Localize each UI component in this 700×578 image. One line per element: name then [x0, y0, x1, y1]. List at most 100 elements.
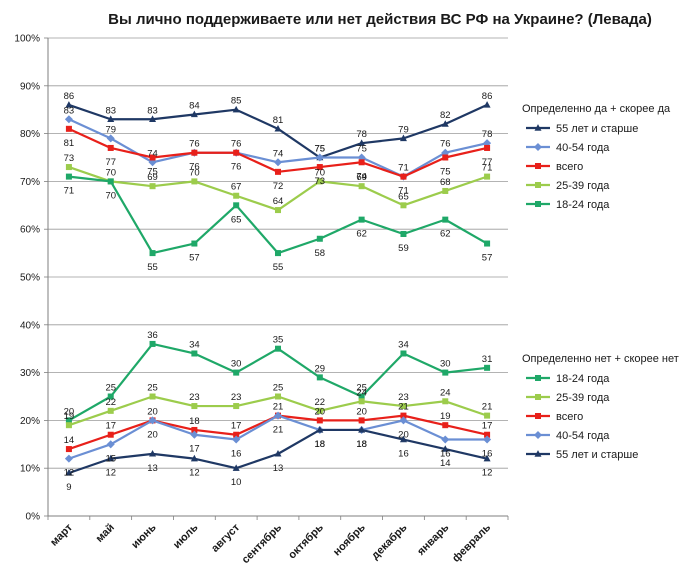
data-label: 82 — [440, 110, 451, 121]
data-point-yes-40-54-года — [315, 153, 324, 162]
legend-item-no-40-54-года: 40-54 года — [526, 430, 610, 442]
data-label: 25 — [356, 383, 367, 394]
data-label: 76 — [189, 162, 200, 173]
data-label: 22 — [315, 397, 326, 408]
series-no-55-лет-и-старше — [65, 426, 491, 476]
series-no-25-39-года — [65, 393, 491, 429]
data-point-yes-всего — [316, 164, 323, 171]
data-point-no-25-39-года — [65, 422, 72, 429]
legend-no: Определенно нет + скорее нет 18-24 года 25… — [522, 353, 679, 461]
data-point-yes-всего — [484, 144, 491, 151]
data-label: 83 — [105, 105, 116, 116]
data-label: 19 — [64, 411, 75, 422]
data-label: 78 — [356, 129, 367, 140]
data-point-no-всего — [316, 417, 323, 424]
data-label: 55 — [147, 262, 158, 273]
data-point-yes-18-24-года — [107, 178, 114, 185]
y-tick-label: 30% — [20, 368, 40, 379]
data-label: 20 — [147, 429, 158, 440]
data-label: 12 — [189, 468, 200, 479]
data-label: 20 — [64, 406, 75, 417]
data-label: 58 — [315, 248, 326, 259]
data-label: 12 — [64, 468, 75, 479]
data-label: 70 — [315, 167, 326, 178]
legend-label: 18-24 года — [556, 373, 610, 385]
data-label: 78 — [482, 129, 493, 140]
data-label: 64 — [273, 196, 284, 207]
data-point-yes-всего — [149, 154, 156, 161]
data-label: 76 — [189, 139, 200, 150]
data-label: 24 — [440, 387, 451, 398]
data-point-yes-55-лет-и-старше — [190, 110, 198, 118]
data-point-yes-55-лет-и-старше — [107, 115, 115, 122]
y-tick-label: 40% — [20, 320, 40, 331]
data-point-yes-18-24-года — [274, 250, 281, 257]
data-label: 74 — [273, 148, 284, 159]
data-label: 16 — [440, 449, 451, 460]
data-label: 65 — [231, 214, 242, 225]
data-label: 73 — [64, 153, 75, 164]
data-label: 70 — [105, 167, 116, 178]
legend-item-yes-40-54-года: 40-54 года — [526, 142, 610, 154]
data-label: 13 — [273, 463, 284, 474]
data-point-no-18-24-года — [484, 364, 491, 371]
data-point-no-40-54-года — [232, 435, 241, 444]
legend: Определенно да + скорее да 55 лет и старш… — [522, 103, 679, 461]
data-point-yes-18-24-года — [400, 230, 407, 237]
legend-swatch-marker — [533, 430, 543, 440]
data-point-no-25-39-года — [484, 412, 491, 419]
data-label: 36 — [147, 330, 158, 341]
legend-item-no-всего: всего — [526, 411, 583, 423]
data-point-yes-25-39-года — [191, 178, 198, 185]
data-label: 71 — [398, 163, 409, 174]
series-yes-всего — [65, 125, 491, 180]
data-point-no-55-лет-и-старше — [441, 445, 449, 452]
legend-item-no-18-24-года: 18-24 года — [526, 373, 610, 385]
data-label: 30 — [231, 359, 242, 370]
data-point-no-18-24-года — [316, 374, 323, 381]
data-label: 25 — [105, 383, 116, 394]
data-point-yes-55-лет-и-старше — [274, 124, 282, 132]
data-label: 12 — [482, 468, 493, 479]
data-point-yes-25-39-года — [233, 192, 240, 199]
legend-item-yes-всего: всего — [526, 161, 583, 173]
data-point-yes-25-39-года — [65, 164, 72, 171]
data-point-no-55-лет-и-старше — [316, 426, 324, 433]
data-label: 74 — [356, 171, 367, 182]
legend-label: 18-24 года — [556, 199, 610, 211]
data-label: 23 — [189, 392, 200, 403]
data-point-no-18-24-года — [149, 340, 156, 347]
data-point-yes-55-лет-и-старше — [399, 134, 407, 142]
data-label: 15 — [105, 453, 116, 464]
data-point-yes-18-24-года — [191, 240, 198, 247]
legend-item-yes-55-лет-и-старше: 55 лет и старше — [526, 123, 638, 135]
data-point-no-55-лет-и-старше — [65, 469, 73, 476]
data-label: 12 — [105, 468, 116, 479]
data-label: 68 — [440, 177, 451, 188]
data-point-yes-55-лет-и-старше — [65, 101, 73, 108]
data-label: 34 — [189, 339, 200, 350]
legend-label: 25-39 года — [556, 180, 610, 192]
data-point-no-40-54-года — [273, 411, 283, 420]
legend-item-no-25-39-года: 25-39 года — [526, 392, 610, 404]
data-point-yes-18-24-года — [358, 216, 365, 223]
data-label: 16 — [231, 449, 242, 460]
data-label: 18 — [356, 439, 367, 450]
data-label: 76 — [231, 139, 242, 150]
data-point-yes-всего — [65, 125, 72, 132]
data-point-no-25-39-года — [274, 393, 281, 400]
data-point-yes-55-лет-и-старше — [441, 120, 449, 127]
data-point-no-18-24-года — [274, 345, 281, 352]
data-label: 16 — [482, 449, 493, 460]
data-point-no-55-лет-и-старше — [483, 454, 491, 462]
data-point-no-18-24-года — [191, 350, 198, 357]
data-point-no-55-лет-и-старше — [358, 426, 366, 433]
data-point-yes-всего — [233, 149, 240, 156]
data-point-no-40-54-года — [106, 440, 115, 449]
legend-label: 25-39 года — [556, 392, 610, 404]
data-point-no-25-39-года — [107, 407, 114, 414]
legend-swatch-marker — [534, 201, 541, 208]
data-label: 71 — [64, 186, 75, 197]
data-label: 20 — [147, 406, 158, 417]
data-point-no-40-54-года — [64, 454, 73, 463]
